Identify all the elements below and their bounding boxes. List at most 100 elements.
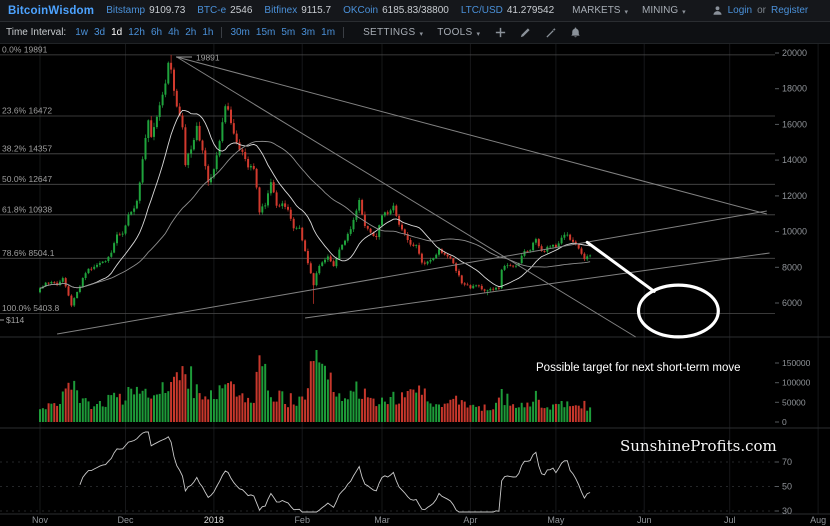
- svg-text:10000: 10000: [782, 227, 807, 237]
- interval-3d[interactable]: 3d: [94, 27, 106, 38]
- interval-3m[interactable]: 3m: [301, 27, 316, 38]
- ticker-ltc-usd[interactable]: LTC/USD 41.279542: [461, 5, 554, 16]
- divider: [221, 27, 223, 38]
- svg-text:70: 70: [782, 457, 792, 467]
- svg-text:$114: $114: [6, 315, 25, 325]
- chevron-down-icon: ▾: [682, 8, 686, 16]
- interval-4h[interactable]: 4h: [168, 27, 180, 38]
- svg-text:61.8% 10938: 61.8% 10938: [2, 204, 52, 214]
- svg-text:12000: 12000: [782, 191, 807, 201]
- ticker-link[interactable]: LTC/USD: [460, 5, 503, 16]
- ticker-bitstamp[interactable]: Bitstamp 9109.73: [106, 5, 185, 16]
- chart-toolbar: Time Interval: 1w 3d 1d 12h 6h 4h 2h 1h 30m 15m 5m…: [0, 22, 830, 44]
- menu-mining[interactable]: MINING ▾: [642, 5, 686, 16]
- volume-bars: [39, 350, 592, 422]
- fibonacci-levels: 0.0% 19891 23.6% 16472 38.2% 14357 50.0% 12…: [0, 44, 775, 315]
- ticker-okcoin[interactable]: OKCoin 6185.83/38800: [343, 5, 449, 16]
- ticker-price: 6185.83/38800: [382, 5, 449, 16]
- interval-1h[interactable]: 1h: [202, 27, 214, 38]
- svg-text:50: 50: [782, 482, 792, 492]
- svg-text:50000: 50000: [782, 397, 806, 407]
- interval-1d[interactable]: 1d: [111, 27, 123, 38]
- ticker-price: 9115.7: [301, 5, 332, 16]
- chevron-down-icon: ▾: [476, 30, 481, 38]
- divider: [343, 27, 345, 38]
- svg-text:50.0% 12647: 50.0% 12647: [2, 174, 52, 184]
- moving-averages: [39, 109, 591, 289]
- svg-text:2018: 2018: [204, 515, 224, 525]
- menu-list: MARKETS ▾ MINING ▾: [572, 5, 685, 16]
- month-gridlines: [39, 44, 819, 514]
- rsi-pane: 70 50 30: [0, 431, 792, 516]
- ticker-bitfinex[interactable]: Bitfinex 9115.7: [264, 5, 331, 16]
- svg-text:18000: 18000: [782, 84, 807, 94]
- svg-text:Possible target for next short: Possible target for next short-term move: [536, 362, 741, 374]
- svg-text:23.6% 16472: 23.6% 16472: [2, 106, 52, 116]
- ticker-price: 2546: [230, 5, 253, 16]
- ticker-list: Bitstamp 9109.73 BTC-e 2546 Bitfinex 9115.7 OK…: [106, 5, 554, 16]
- menu-label: MARKETS: [572, 5, 621, 16]
- candlestick-chart[interactable]: 0.0% 19891 23.6% 16472 38.2% 14357 50.0% 12…: [0, 44, 830, 526]
- svg-text:Mar: Mar: [374, 515, 390, 525]
- pencil-icon[interactable]: [519, 26, 532, 39]
- top-bar: BitcoinWisdom Bitstamp 9109.73 BTC-e 2546 Bi…: [0, 0, 830, 22]
- price-axis: 20000 18000 16000 14000 12000 10000 8000 6000: [775, 48, 807, 308]
- interval-15m[interactable]: 15m: [255, 27, 276, 38]
- svg-text:100000: 100000: [782, 378, 811, 388]
- trend-lines: [57, 56, 770, 338]
- wand-icon[interactable]: [544, 26, 557, 39]
- interval-1m[interactable]: 1m: [321, 27, 336, 38]
- plus-icon[interactable]: [494, 26, 507, 39]
- svg-text:14000: 14000: [782, 155, 807, 165]
- bell-icon[interactable]: [569, 26, 582, 39]
- interval-12h[interactable]: 12h: [128, 27, 145, 38]
- svg-text:SunshineProfits.com: SunshineProfits.com: [620, 437, 777, 455]
- svg-text:Jul: Jul: [724, 515, 736, 525]
- tool-icon-group: [494, 26, 582, 39]
- ticker-price: 9109.73: [149, 5, 186, 16]
- logo[interactable]: BitcoinWisdom: [8, 4, 95, 17]
- ticker-link[interactable]: Bitfinex: [264, 5, 298, 16]
- ticker-link[interactable]: OKCoin: [343, 5, 379, 16]
- auth-links: Login or Register: [712, 5, 809, 16]
- login-link[interactable]: Login: [727, 5, 753, 16]
- svg-text:May: May: [547, 515, 565, 525]
- svg-text:Nov: Nov: [32, 515, 49, 525]
- time-interval-label: Time Interval:: [6, 27, 67, 38]
- interval-2h[interactable]: 2h: [185, 27, 197, 38]
- ticker-price: 41.279542: [506, 5, 555, 16]
- auth-or-text: or: [757, 5, 766, 16]
- interval-1w[interactable]: 1w: [75, 27, 88, 38]
- svg-text:Apr: Apr: [463, 515, 477, 525]
- settings-label: SETTINGS: [363, 27, 416, 38]
- svg-text:0.0% 19891: 0.0% 19891: [2, 44, 48, 54]
- settings-dropdown[interactable]: SETTINGS ▾: [363, 27, 423, 38]
- rsi-line: [79, 431, 591, 513]
- svg-text:Dec: Dec: [117, 515, 134, 525]
- interval-30m[interactable]: 30m: [230, 27, 250, 38]
- x-axis-labels: Nov Dec 2018 Feb Mar Apr May Jun Jul Aug: [32, 515, 826, 525]
- candles: [39, 54, 592, 308]
- svg-text:Feb: Feb: [294, 515, 310, 525]
- tools-dropdown[interactable]: TOOLS ▾: [437, 27, 480, 38]
- tools-label: TOOLS: [437, 27, 473, 38]
- chevron-down-icon: ▾: [419, 30, 424, 38]
- svg-text:6000: 6000: [782, 298, 802, 308]
- ticker-link[interactable]: Bitstamp: [106, 5, 146, 16]
- svg-text:19891: 19891: [196, 53, 220, 63]
- svg-text:150000: 150000: [782, 358, 811, 368]
- chevron-down-icon: ▾: [624, 8, 628, 16]
- svg-text:20000: 20000: [782, 48, 807, 58]
- chart-area: 0.0% 19891 23.6% 16472 38.2% 14357 50.0% 12…: [0, 44, 830, 526]
- ticker-link[interactable]: BTC-e: [197, 5, 227, 16]
- ticker-btc-e[interactable]: BTC-e 2546: [197, 5, 252, 16]
- svg-text:16000: 16000: [782, 119, 807, 129]
- chart-annotations: 19891 $114 Possible target for next short-…: [0, 53, 777, 455]
- register-link[interactable]: Register: [771, 5, 809, 16]
- svg-text:78.6% 8504.1: 78.6% 8504.1: [2, 248, 55, 258]
- menu-markets[interactable]: MARKETS ▾: [572, 5, 628, 16]
- interval-6h[interactable]: 6h: [150, 27, 163, 38]
- interval-5m[interactable]: 5m: [281, 27, 296, 38]
- svg-text:Aug: Aug: [810, 515, 826, 525]
